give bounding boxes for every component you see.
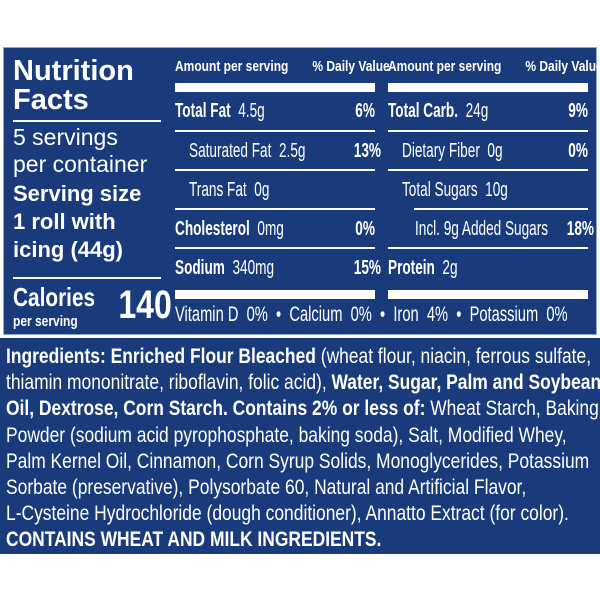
ingredients-text: CONTAINS WHEAT AND MILK INGREDIENTS. — [6, 528, 382, 552]
title-line-1: Nutrition — [13, 55, 134, 87]
header-daily-value: % Daily Value — [312, 58, 390, 75]
nutrient-name: Saturated Fat — [189, 140, 272, 162]
nutrient-amount: 0g — [487, 140, 503, 162]
ingredients-text: Wheat Starch, Baking — [430, 397, 599, 421]
ingredients-text: L-Cysteine Hydrochloride (dough conditio… — [6, 502, 569, 526]
thick-bar — [388, 83, 588, 92]
nutrient-amount: 4.5g — [238, 100, 265, 122]
nutrient-name: Incl. 9g Added Sugars — [415, 218, 549, 240]
ingredients-text: Sorbate (preservative), Polysorbate 60, … — [6, 476, 527, 499]
nutrient-amount: 24g — [465, 100, 489, 122]
nutrient-name: Dietary Fiber — [402, 140, 480, 162]
nutrient-amount: 10g — [485, 179, 508, 201]
serving-size-line-1: 1 roll with — [13, 209, 116, 234]
ingredients-text: Ingredients: Enriched Flour Bleached — [6, 345, 321, 368]
ingredients-line: Sorbate (preservative), Polysorbate 60, … — [6, 475, 526, 501]
calories-sub: per serving — [13, 313, 78, 330]
divider — [388, 247, 588, 249]
nutrient-daily-value: 15% — [353, 257, 382, 279]
nutrient-daily-value: 0% — [568, 140, 588, 162]
nutrient-daily-value: 0% — [355, 218, 375, 240]
ingredients-line: Powder (sodium acid pyrophosphate, bakin… — [6, 423, 567, 449]
title-line-2: Facts — [13, 84, 89, 116]
nutrient-row: Incl. 9g Added Sugars — [415, 217, 552, 241]
header-amount: Amount per serving — [388, 58, 502, 75]
header-amount: Amount per serving — [175, 58, 289, 75]
ingredients-panel: Ingredients: Enriched Flour Bleached (wh… — [0, 338, 600, 554]
thick-bar — [175, 290, 375, 299]
ingredients-text: Palm Kernel Oil, Cinnamon, Corn Syrup So… — [6, 449, 590, 473]
nutrient-name: Cholesterol — [175, 218, 250, 240]
divider — [175, 130, 375, 132]
nutrient-name: Total Sugars — [402, 179, 478, 201]
nutrient-row: Cholesterol 0mg — [175, 217, 339, 241]
thick-bar — [388, 290, 588, 299]
micronutrients: Vitamin D 0% • Calcium 0% • Iron 4% • Po… — [175, 303, 568, 326]
nutrient-daily-value: 6% — [355, 100, 375, 122]
nutrient-row: Dietary Fiber 0g — [402, 139, 552, 163]
nutrient-amount: 2.5g — [278, 140, 306, 162]
divider — [13, 277, 161, 279]
calories-value: 140 — [118, 283, 172, 327]
ingredients-line: thiamin mononitrate, riboflavin, folic a… — [6, 370, 600, 396]
nutrient-row: Sodium 340mg — [175, 256, 339, 280]
nutrient-row: Trans Fat 0g — [189, 178, 339, 202]
ingredients-text: (wheat flour, niacin, ferrous sulfate, — [320, 345, 592, 368]
ingredients-text: Oil, Dextrose, Corn Starch. Contains 2% … — [6, 397, 431, 421]
thick-bar — [175, 83, 375, 92]
nutrient-name: Trans Fat — [189, 179, 247, 201]
nutrient-name: Total Fat — [175, 100, 231, 122]
divider — [13, 120, 161, 122]
nutrient-daily-value: 9% — [568, 100, 588, 122]
nutrition-facts-panel: Nutrition Facts 5 servings per container… — [3, 47, 600, 335]
ingredients-line: Ingredients: Enriched Flour Bleached (wh… — [6, 344, 591, 370]
ingredients-line: Oil, Dextrose, Corn Starch. Contains 2% … — [6, 396, 599, 422]
ingredients-line: Palm Kernel Oil, Cinnamon, Corn Syrup So… — [6, 449, 589, 475]
ingredients-text: Powder (sodium acid pyrophosphate, bakin… — [6, 423, 567, 447]
nutrient-row: Total Sugars 10g — [402, 178, 552, 202]
nutrient-amount: 0g — [254, 179, 270, 201]
divider — [414, 208, 588, 210]
ingredients-text: thiamin mononitrate, riboflavin, folic a… — [6, 371, 332, 395]
nutrient-row: Protein 2g — [388, 256, 552, 280]
nutrient-name: Protein — [388, 257, 435, 279]
servings-line-1: 5 servings — [13, 124, 118, 150]
nutrient-row: Total Fat 4.5g — [175, 99, 339, 123]
divider — [175, 247, 375, 249]
divider — [175, 169, 375, 171]
serving-size-label: Serving size — [13, 181, 142, 206]
servings-line-2: per container — [13, 151, 148, 177]
nutrient-daily-value: 13% — [353, 140, 382, 162]
divider — [388, 169, 588, 171]
header-daily-value: % Daily Value — [525, 58, 600, 75]
nutrient-name: Total Carb. — [388, 100, 459, 122]
nutrient-amount: 340mg — [232, 257, 275, 279]
ingredients-line: CONTAINS WHEAT AND MILK INGREDIENTS. — [6, 527, 381, 553]
nutrient-row: Total Carb. 24g — [388, 99, 552, 123]
nutrient-daily-value: 18% — [566, 218, 595, 240]
divider — [175, 208, 375, 210]
ingredients-line: L-Cysteine Hydrochloride (dough conditio… — [6, 501, 569, 527]
ingredients-text: Water, Sugar, Palm and Soybean — [331, 371, 600, 395]
serving-size-line-2: icing (44g) — [13, 237, 124, 262]
nutrient-row: Saturated Fat 2.5g — [189, 139, 339, 163]
nutrient-name: Sodium — [175, 257, 225, 279]
nutrient-amount: 2g — [442, 257, 458, 279]
divider — [388, 130, 588, 132]
nutrient-amount: 0mg — [257, 218, 284, 240]
calories-label: Calories — [13, 282, 96, 312]
